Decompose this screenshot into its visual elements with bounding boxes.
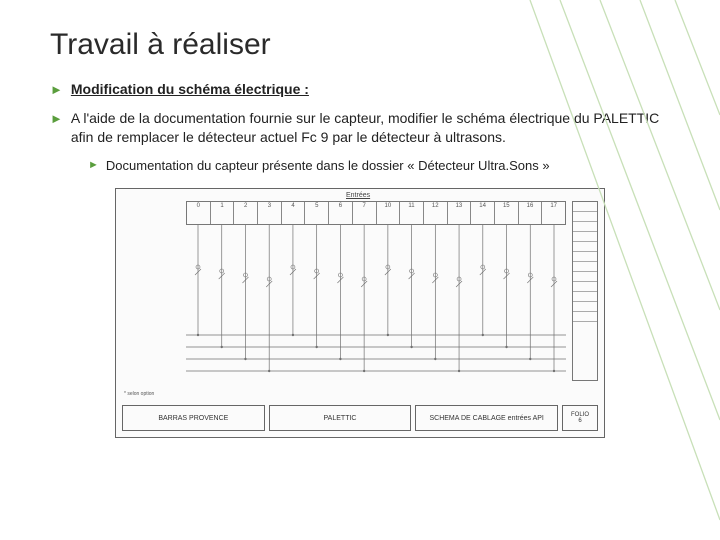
terminal-segment: 7 bbox=[353, 202, 377, 224]
diagram-side-block bbox=[572, 201, 598, 381]
bullet-arrow-icon: ► bbox=[50, 111, 63, 126]
diagram-header-label: Entrées bbox=[346, 192, 370, 199]
terminal-segment: 1 bbox=[211, 202, 235, 224]
terminal-segment: 13 bbox=[448, 202, 472, 224]
bullet-text-1: Modification du schéma électrique : bbox=[71, 80, 309, 99]
terminal-segment: 12 bbox=[424, 202, 448, 224]
terminal-segment: 6 bbox=[329, 202, 353, 224]
slide-title: Travail à réaliser bbox=[50, 28, 670, 62]
title-block-project: PALETTIC bbox=[269, 405, 412, 431]
electrical-schematic: Entrées 012345671011121314151617 24V= * … bbox=[115, 188, 605, 438]
bullet-sub-item-1: ► Documentation du capteur présente dans… bbox=[88, 157, 670, 175]
diagram-terminal-strip: 012345671011121314151617 bbox=[186, 201, 566, 225]
diagram-left-note: * selon option bbox=[124, 391, 154, 397]
terminal-segment: 11 bbox=[400, 202, 424, 224]
terminal-segment: 0 bbox=[187, 202, 211, 224]
terminal-segment: 14 bbox=[471, 202, 495, 224]
bullet-arrow-icon: ► bbox=[50, 82, 63, 97]
bullet-sub-text-1: Documentation du capteur présente dans l… bbox=[106, 157, 550, 175]
diagram-title-block: BARRAS PROVENCE PALETTIC SCHEMA DE CABLA… bbox=[122, 405, 598, 431]
bullet-text-2: A l'aide de la documentation fournie sur… bbox=[71, 109, 670, 147]
terminal-segment: 2 bbox=[234, 202, 258, 224]
terminal-segment: 4 bbox=[282, 202, 306, 224]
bullet-list: ► Modification du schéma électrique : ► … bbox=[50, 80, 670, 174]
terminal-segment: 5 bbox=[305, 202, 329, 224]
diagram-wires: 24V= bbox=[186, 225, 566, 380]
bullet-arrow-icon: ► bbox=[88, 159, 99, 171]
terminal-segment: 10 bbox=[377, 202, 401, 224]
bullet-item-1: ► Modification du schéma électrique : bbox=[50, 80, 670, 99]
terminal-segment: 15 bbox=[495, 202, 519, 224]
title-block-folio: FOLIO 6 bbox=[562, 405, 598, 431]
bullet-item-2: ► A l'aide de la documentation fournie s… bbox=[50, 109, 670, 147]
terminal-segment: 17 bbox=[542, 202, 565, 224]
terminal-segment: 16 bbox=[519, 202, 543, 224]
folio-num: 6 bbox=[578, 418, 581, 424]
title-block-desc: SCHEMA DE CABLAGE entrées API bbox=[415, 405, 558, 431]
terminal-segment: 3 bbox=[258, 202, 282, 224]
title-block-company: BARRAS PROVENCE bbox=[122, 405, 265, 431]
